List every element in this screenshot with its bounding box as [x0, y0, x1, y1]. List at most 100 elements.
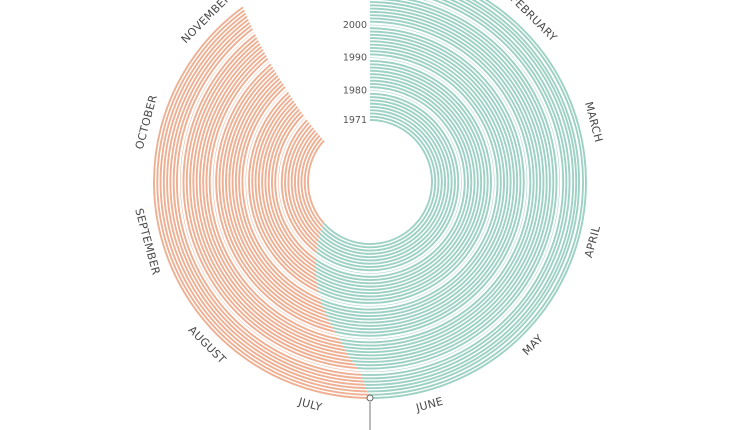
ring-1997-orange: [221, 69, 331, 325]
ring-1979-green: [315, 92, 460, 272]
ring-2009-orange: [182, 34, 358, 370]
ring-1979-orange: [280, 119, 318, 253]
ring-1994-green: [324, 43, 509, 321]
ring-1973-orange: [300, 134, 322, 231]
ring-2006-green: [349, 4, 548, 360]
chart-rings: [153, 0, 587, 399]
ring-1997-green: [330, 33, 519, 331]
ring-1999-green: [334, 27, 525, 337]
ring-1976-green: [317, 102, 450, 262]
ring-1991-orange: [241, 86, 321, 301]
ring-1974-green: [319, 109, 443, 255]
ring-1977-orange: [287, 124, 319, 246]
ring-1988-green: [317, 63, 489, 301]
date-marker: [366, 394, 374, 430]
ring-1992-orange: [238, 83, 323, 305]
ring-1989-orange: [248, 91, 319, 293]
ring-1983-green: [315, 79, 473, 285]
ring-1990-green: [319, 57, 495, 307]
ring-1973-green: [320, 112, 440, 252]
year-label-2000: 2000: [343, 20, 367, 31]
ring-1978-green: [316, 96, 456, 268]
month-label-march: MARCH: [582, 100, 605, 144]
ring-2013-orange: [169, 21, 364, 383]
ring-1985-green: [315, 73, 479, 291]
ring-1971-green: [323, 119, 433, 245]
ring-1995-orange: [228, 75, 327, 317]
ring-1985-orange: [261, 103, 317, 277]
ring-2010-orange: [180, 31, 361, 372]
ring-1984-green: [315, 76, 476, 288]
ring-2018-orange: [153, 6, 371, 399]
ring-2001-green: [338, 20, 532, 344]
ring-2011-orange: [176, 28, 362, 376]
ring-1990-orange: [245, 89, 320, 296]
ring-2004-orange: [198, 49, 346, 352]
ring-1982-green: [315, 83, 469, 281]
ring-1989-green: [318, 60, 492, 304]
ring-1972-green: [321, 115, 437, 249]
ring-2008-green: [354, 0, 555, 367]
ring-2017-green: [368, 0, 584, 396]
year-labels: 19711980199020002010: [343, 20, 367, 126]
ring-1982-orange: [271, 111, 317, 265]
ring-1996-green: [328, 37, 515, 327]
ring-2000-green: [337, 24, 528, 340]
ring-1996-orange: [225, 72, 329, 321]
year-label-1971: 1971: [343, 115, 367, 126]
ring-1991-green: [320, 53, 499, 311]
ring-1986-orange: [257, 100, 317, 281]
month-label-september: SEPTEMBER: [132, 207, 162, 277]
ring-2016-green: [367, 0, 581, 393]
ring-1993-green: [322, 46, 506, 318]
ring-1981-green: [315, 86, 466, 278]
ring-1995-green: [326, 40, 512, 324]
ring-1994-orange: [231, 77, 326, 313]
ring-2013-green: [363, 0, 571, 383]
ring-2017-orange: [156, 9, 369, 396]
ring-1976-orange: [290, 127, 319, 242]
month-label-july: JULY: [296, 395, 323, 414]
month-label-october: OCTOBER: [133, 93, 160, 150]
ring-1993-orange: [234, 80, 324, 309]
ring-2015-orange: [162, 15, 366, 390]
month-label-may: MAY: [520, 332, 546, 358]
year-label-1980: 1980: [343, 86, 367, 97]
ring-1980-orange: [278, 117, 317, 257]
ring-1972-orange: [303, 137, 324, 228]
ring-2003-orange: [202, 51, 344, 348]
ring-2014-orange: [166, 18, 365, 386]
ring-1980-green: [316, 90, 462, 274]
ring-2007-orange: [189, 40, 353, 363]
ring-2006-orange: [192, 43, 350, 359]
ring-2000-orange: [212, 61, 338, 336]
ring-2015-green: [365, 0, 578, 390]
year-label-1990: 1990: [343, 53, 367, 64]
ring-2005-green: [347, 7, 545, 357]
ring-2012-green: [362, 0, 568, 380]
ring-1975-orange: [293, 129, 320, 238]
ring-2016-orange: [159, 12, 368, 393]
ring-1981-orange: [274, 114, 317, 261]
ring-2010-green: [360, 0, 560, 373]
ring-2012-orange: [172, 25, 363, 380]
ring-2007-green: [352, 1, 551, 363]
ring-1978-orange: [284, 122, 318, 250]
ring-2004-green: [345, 10, 542, 354]
month-label-june: JUNE: [414, 395, 445, 415]
ring-1987-green: [316, 66, 486, 298]
ring-2005-orange: [195, 46, 348, 355]
ring-1992-green: [321, 50, 502, 314]
ring-2011-green: [361, 0, 565, 377]
ring-1984-orange: [264, 105, 317, 273]
ring-1971-orange: [307, 139, 325, 225]
ring-1998-orange: [218, 66, 333, 329]
ring-2003-green: [342, 14, 538, 350]
month-label-april: APRIL: [582, 224, 603, 259]
ring-1974-orange: [297, 132, 321, 235]
ring-1983-orange: [267, 108, 317, 269]
ring-2001-orange: [208, 57, 340, 341]
ring-1999-orange: [215, 63, 336, 333]
ring-2002-orange: [205, 54, 342, 344]
